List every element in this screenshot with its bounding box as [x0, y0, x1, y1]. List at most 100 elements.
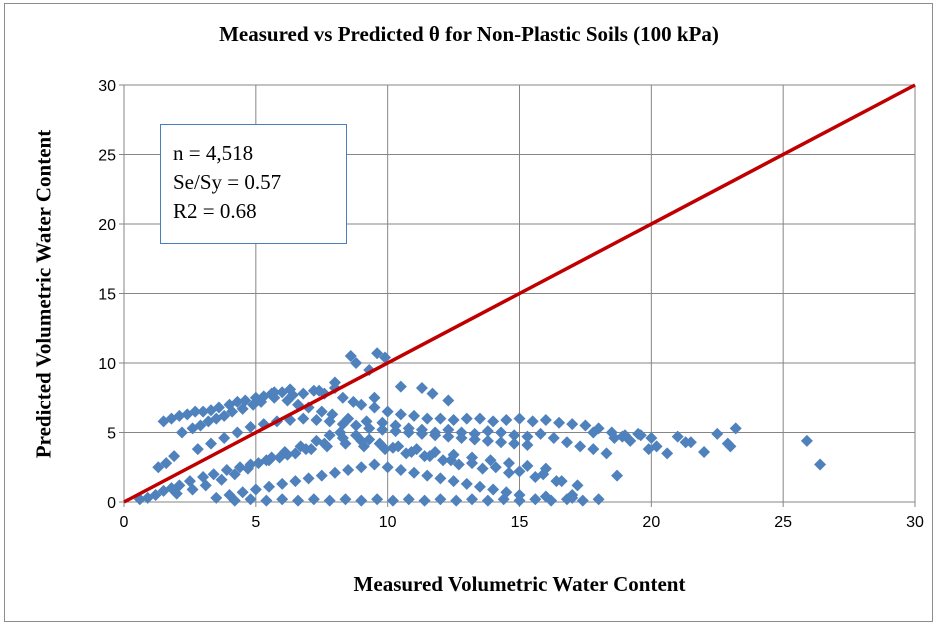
- data-point: [600, 447, 613, 460]
- data-point: [502, 466, 515, 479]
- data-point: [566, 418, 579, 431]
- data-point: [408, 409, 421, 422]
- data-point: [394, 408, 407, 421]
- data-point: [313, 384, 326, 397]
- data-point: [429, 429, 442, 442]
- data-point: [263, 454, 276, 467]
- data-point: [323, 494, 336, 507]
- data-point: [220, 464, 233, 477]
- data-point: [481, 434, 494, 447]
- data-point: [426, 387, 439, 400]
- data-point: [199, 479, 212, 492]
- data-point: [281, 448, 294, 461]
- data-point: [323, 429, 336, 442]
- data-point: [152, 461, 165, 474]
- data-point: [526, 415, 539, 428]
- y-tick-label: 30: [98, 78, 116, 95]
- data-point: [355, 461, 368, 474]
- data-point: [336, 432, 349, 445]
- data-point: [307, 493, 320, 506]
- data-point: [350, 419, 363, 432]
- data-point: [529, 470, 542, 483]
- data-point: [481, 425, 494, 438]
- data-point: [191, 443, 204, 456]
- chart-frame: [4, 3, 933, 622]
- data-point: [394, 464, 407, 477]
- data-point: [553, 416, 566, 429]
- chart-title: Measured vs Predicted θ for Non-Plastic …: [219, 22, 719, 46]
- data-point: [434, 472, 447, 485]
- se-sy-ratio: Se/Sy = 0.57: [173, 170, 282, 194]
- data-point: [574, 440, 587, 453]
- data-point: [212, 401, 225, 414]
- data-point: [281, 394, 294, 407]
- data-point: [624, 434, 637, 447]
- data-point: [576, 494, 589, 507]
- data-point: [452, 458, 465, 471]
- data-point: [379, 351, 392, 364]
- data-point: [297, 412, 310, 425]
- data-point: [376, 416, 389, 429]
- data-point: [402, 426, 415, 439]
- data-point: [252, 457, 265, 470]
- data-point: [408, 466, 421, 479]
- data-point: [218, 432, 231, 445]
- data-point: [545, 494, 558, 507]
- data-point: [671, 430, 684, 443]
- data-point: [231, 395, 244, 408]
- data-point: [389, 425, 402, 438]
- data-point: [571, 479, 584, 492]
- data-point: [197, 405, 210, 418]
- data-point: [355, 434, 368, 447]
- x-axis-label: Measured Volumetric Water Content: [353, 572, 686, 596]
- data-point: [194, 419, 207, 432]
- data-point: [381, 461, 394, 474]
- data-point: [255, 395, 268, 408]
- data-point: [168, 450, 181, 463]
- data-point: [513, 494, 526, 507]
- statistics-box: n = 4,518 Se/Sy = 0.57 R2 = 0.68: [160, 124, 347, 244]
- data-point: [587, 426, 600, 439]
- data-points: [133, 347, 827, 507]
- one-to-one-line: [123, 83, 916, 504]
- data-point: [455, 432, 468, 445]
- data-point: [550, 475, 563, 488]
- data-point: [228, 494, 241, 507]
- data-point: [468, 433, 481, 446]
- data-point: [318, 437, 331, 450]
- data-point: [244, 420, 257, 433]
- x-tick-label: 25: [774, 514, 792, 531]
- data-point: [315, 469, 328, 482]
- data-point: [513, 412, 526, 425]
- data-point: [698, 445, 711, 458]
- y-axis-label: Predicted Volumetric Water Content: [31, 129, 56, 459]
- y-tick-label: 20: [98, 217, 116, 234]
- data-point: [342, 464, 355, 477]
- data-point: [244, 493, 257, 506]
- x-tick-label: 20: [642, 514, 660, 531]
- data-point: [328, 466, 341, 479]
- data-point: [207, 468, 220, 481]
- y-tick-label: 5: [107, 426, 116, 443]
- data-point: [336, 391, 349, 404]
- x-tick-label: 5: [251, 514, 260, 531]
- data-point: [489, 461, 502, 474]
- data-point: [289, 447, 302, 460]
- data-point: [160, 457, 173, 470]
- data-point: [476, 462, 489, 475]
- data-point: [616, 430, 629, 443]
- data-point: [276, 477, 289, 490]
- data-point: [434, 412, 447, 425]
- data-point: [418, 494, 431, 507]
- data-point: [215, 473, 228, 486]
- data-point: [611, 469, 624, 482]
- data-point: [218, 409, 231, 422]
- x-tick-label: 15: [511, 514, 529, 531]
- x-tick-label: 30: [906, 514, 924, 531]
- data-point: [394, 380, 407, 393]
- data-point: [547, 432, 560, 445]
- data-point: [460, 477, 473, 490]
- data-point: [814, 458, 827, 471]
- data-point: [579, 419, 592, 432]
